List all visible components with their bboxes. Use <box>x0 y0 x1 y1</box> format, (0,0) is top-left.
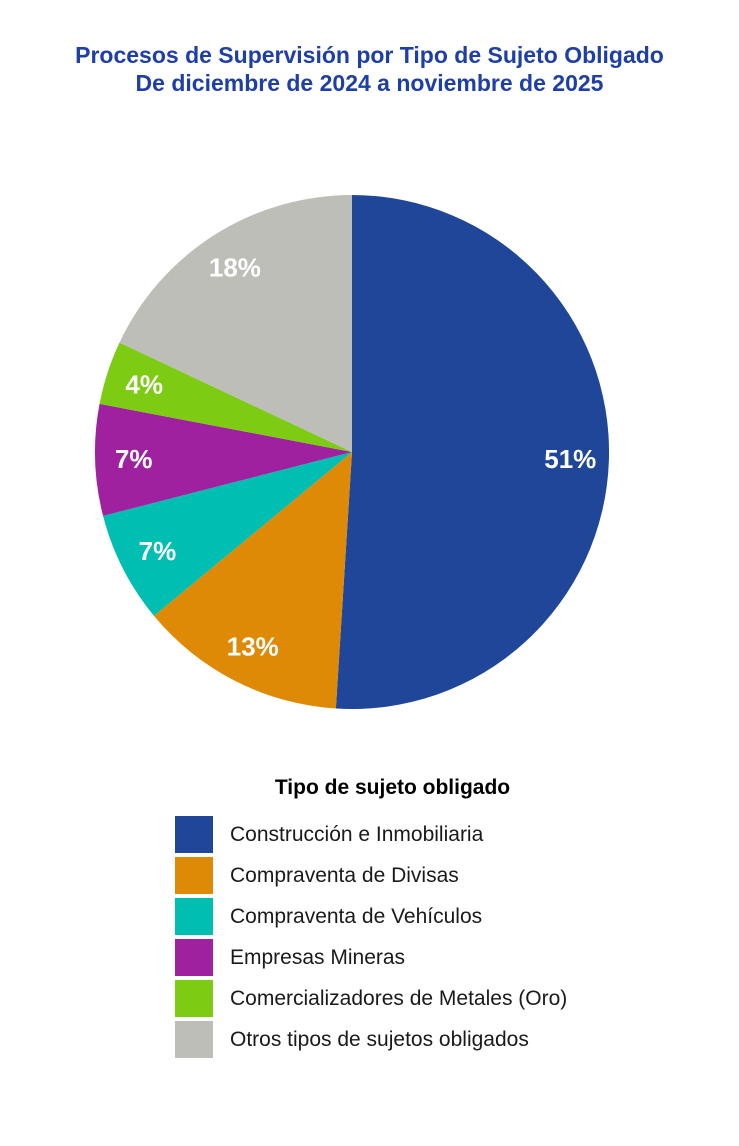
legend-label: Empresas Mineras <box>230 945 406 969</box>
legend-swatch <box>175 980 213 1017</box>
chart-title-line2: De diciembre de 2024 a noviembre de 2025 <box>135 70 604 96</box>
legend: Tipo de sujeto obligado Construcción e I… <box>175 776 610 1062</box>
pie-slice-otros-tipos-de-sujetos-obligados <box>119 195 353 452</box>
pie-slice-percentage-label: 7% <box>115 444 153 474</box>
pie-slice-percentage-label: 7% <box>139 536 177 566</box>
legend-item: Comercializadores de Metales (Oro) <box>175 980 610 1017</box>
legend-item: Construcción e Inmobiliaria <box>175 816 610 853</box>
legend-item: Compraventa de Vehículos <box>175 898 610 935</box>
pie-slice-percentage-label: 4% <box>125 370 163 400</box>
legend-label: Construcción e Inmobiliaria <box>230 822 484 846</box>
pie-slice-percentage-label: 13% <box>227 632 279 662</box>
chart-title-line1: Procesos de Supervisión por Tipo de Suje… <box>75 42 664 68</box>
legend-item: Empresas Mineras <box>175 939 610 976</box>
legend-label: Compraventa de Vehículos <box>230 904 483 928</box>
legend-item: Otros tipos de sujetos obligados <box>175 1021 610 1058</box>
legend-label: Otros tipos de sujetos obligados <box>230 1027 529 1051</box>
legend-swatch <box>175 939 213 976</box>
pie-slice-comercializadores-de-metales-oro <box>99 342 352 452</box>
legend-title: Tipo de sujeto obligado <box>274 776 511 799</box>
legend-swatch <box>175 857 213 894</box>
pie-slice-percentage-label: 18% <box>209 253 261 283</box>
pie-slice-compraventa-de-divisas <box>153 452 352 709</box>
pie-slice-percentage-label: 51% <box>544 444 596 474</box>
legend-label: Comercializadores de Metales (Oro) <box>230 986 568 1010</box>
legend-swatch <box>175 1021 213 1058</box>
pie-chart: 51% 13% 7% 7% 4% 18% <box>94 195 610 709</box>
chart-title: Procesos de Supervisión por Tipo de Suje… <box>0 41 739 97</box>
legend-item: Compraventa de Divisas <box>175 857 610 894</box>
legend-swatch <box>175 898 213 935</box>
pie-slice-construcci-n-e-inmobiliaria <box>335 195 610 709</box>
legend-items: Construcción e Inmobiliaria Compraventa d… <box>175 816 610 1058</box>
pie-slice-empresas-mineras <box>94 403 353 516</box>
legend-swatch <box>175 816 213 853</box>
legend-label: Compraventa de Divisas <box>230 863 459 887</box>
pie-slice-compraventa-de-veh-culos <box>103 452 352 616</box>
